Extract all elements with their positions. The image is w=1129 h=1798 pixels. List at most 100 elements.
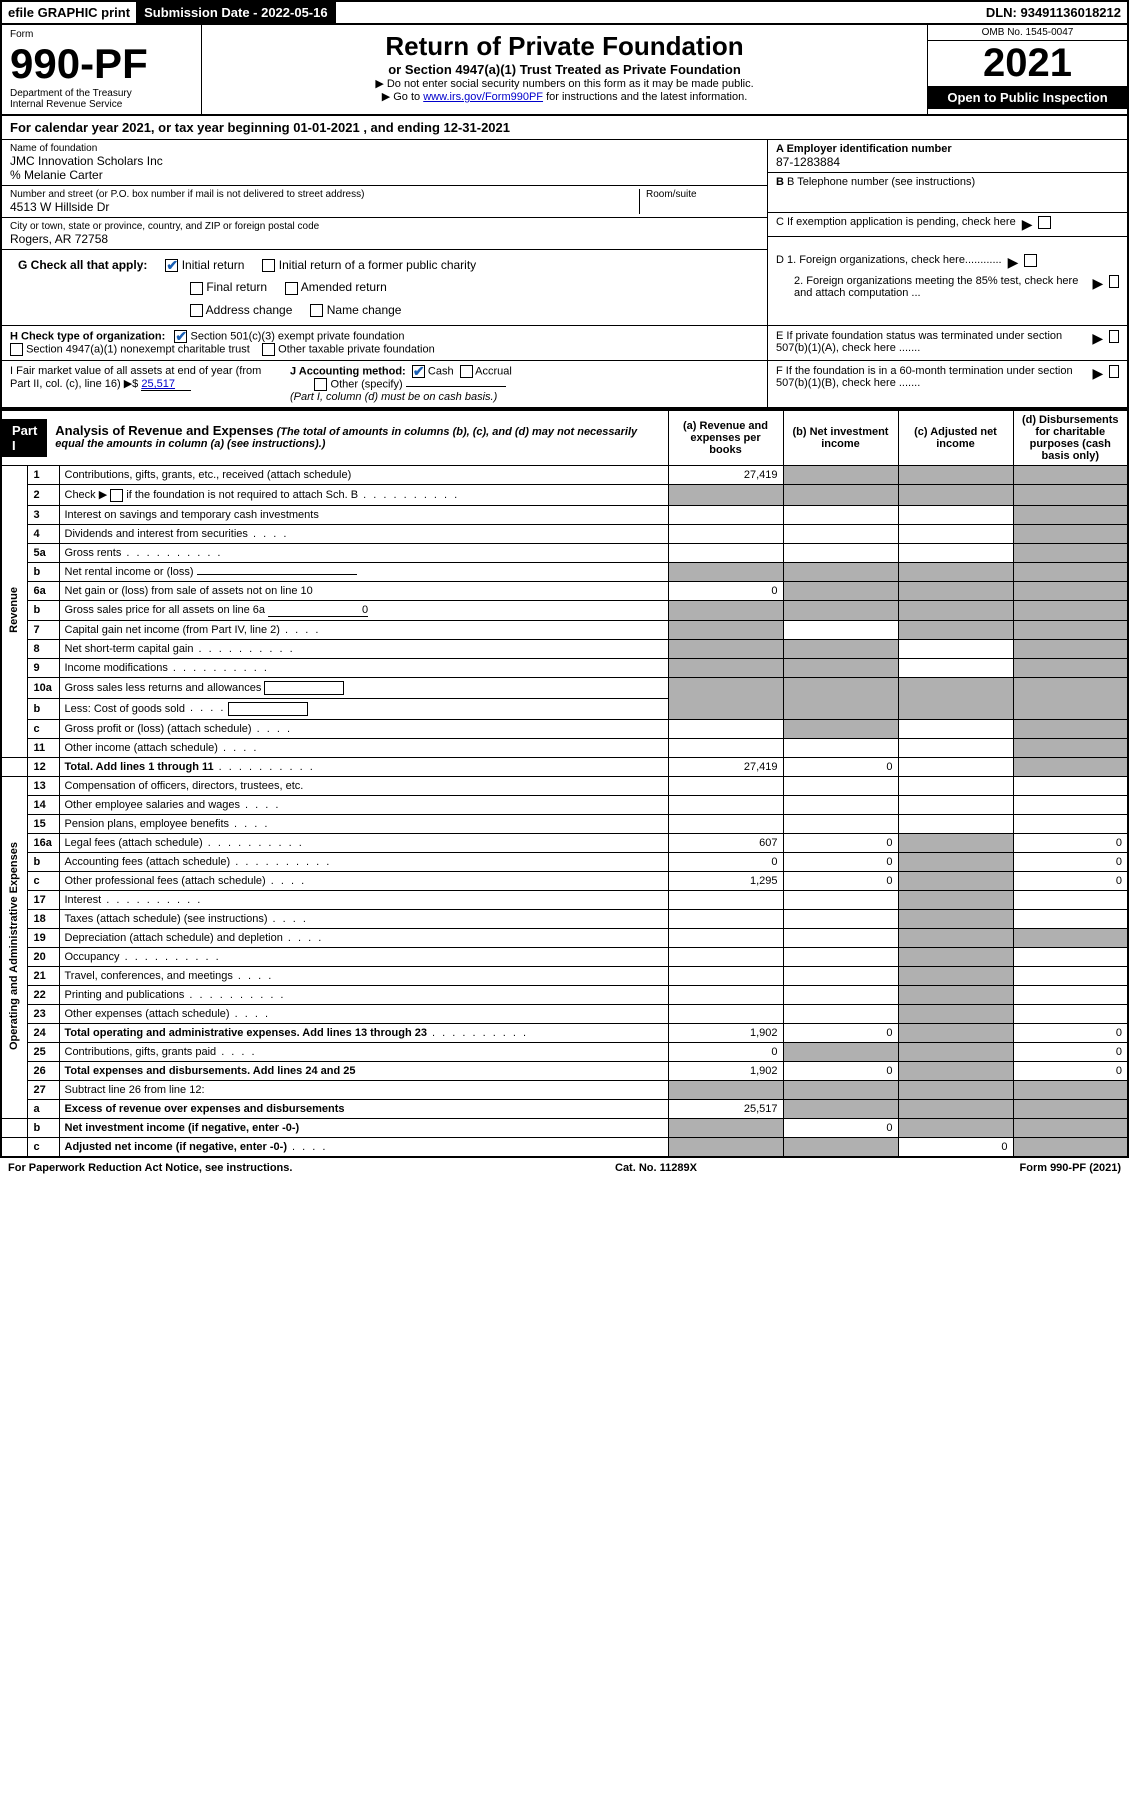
cell-value	[783, 890, 898, 909]
form-title: Return of Private Foundation	[208, 31, 921, 62]
initial-return-checkbox[interactable]	[165, 259, 178, 272]
instr-post: for instructions and the latest informat…	[543, 91, 747, 103]
table-row: c Gross profit or (loss) (attach schedul…	[1, 719, 1128, 738]
l12-desc: Total. Add lines 1 through 11	[65, 761, 214, 773]
cell-shaded	[1013, 658, 1128, 677]
table-row: b Accounting fees (attach schedule) 000	[1, 852, 1128, 871]
l24-desc: Total operating and administrative expen…	[65, 1027, 427, 1039]
l16c-desc: Other professional fees (attach schedule…	[65, 875, 266, 887]
cell-value	[783, 947, 898, 966]
f-checkbox[interactable]	[1109, 365, 1119, 378]
schb-checkbox[interactable]	[110, 489, 123, 502]
cell-value	[783, 524, 898, 543]
cell-shaded	[783, 1137, 898, 1157]
i-value[interactable]: 25,517	[141, 378, 191, 391]
form-instr1: ▶ Do not enter social security numbers o…	[208, 77, 921, 90]
col-b-header: (b) Net investment income	[783, 410, 898, 466]
d1-checkbox[interactable]	[1024, 254, 1037, 267]
l16a-desc: Legal fees (attach schedule)	[65, 837, 203, 849]
addr-change-checkbox[interactable]	[190, 304, 203, 317]
cell-shaded	[783, 677, 898, 719]
cell-value	[783, 1004, 898, 1023]
cell-shaded	[1013, 581, 1128, 600]
amended-checkbox[interactable]	[285, 282, 298, 295]
pending-label: C If exemption application is pending, c…	[776, 216, 1016, 228]
line-no: 15	[27, 814, 59, 833]
line-no: 19	[27, 928, 59, 947]
l18-desc: Taxes (attach schedule) (see instruction…	[65, 913, 268, 925]
table-row: a Excess of revenue over expenses and di…	[1, 1099, 1128, 1118]
j-accrual-checkbox[interactable]	[460, 365, 473, 378]
ein-label: A Employer identification number	[776, 143, 1119, 155]
name-change-checkbox[interactable]	[310, 304, 323, 317]
cell-value: 0	[1013, 871, 1128, 890]
cell-value	[668, 719, 783, 738]
cell-value	[783, 738, 898, 757]
line-desc: Gross sales less returns and allowances	[59, 677, 668, 698]
line-no: 14	[27, 795, 59, 814]
final-return-checkbox[interactable]	[190, 282, 203, 295]
line-desc: Gross profit or (loss) (attach schedule)	[59, 719, 668, 738]
cell-shaded	[898, 620, 1013, 639]
j-cash-checkbox[interactable]	[412, 365, 425, 378]
cell-shaded	[898, 890, 1013, 909]
l25-desc: Contributions, gifts, grants paid	[65, 1046, 217, 1058]
line-no: 26	[27, 1061, 59, 1080]
j-other-checkbox[interactable]	[314, 378, 327, 391]
table-row: 27 Subtract line 26 from line 12:	[1, 1080, 1128, 1099]
cell-value	[898, 795, 1013, 814]
cell-shaded	[898, 600, 1013, 620]
h-4947-checkbox[interactable]	[10, 343, 23, 356]
arrow-icon: ▶	[1092, 330, 1103, 347]
l5b-desc: Net rental income or (loss)	[65, 566, 194, 578]
cell-value	[898, 738, 1013, 757]
e-checkbox[interactable]	[1109, 330, 1119, 343]
h-other-checkbox[interactable]	[262, 343, 275, 356]
irs-link[interactable]: www.irs.gov/Form990PF	[423, 91, 543, 103]
cell-value	[668, 814, 783, 833]
table-row: 21 Travel, conferences, and meetings	[1, 966, 1128, 985]
pending-checkbox[interactable]	[1038, 216, 1051, 229]
cell-value	[1013, 985, 1128, 1004]
d2-checkbox[interactable]	[1109, 275, 1119, 288]
h-501c3-checkbox[interactable]	[174, 330, 187, 343]
addr-label: Number and street (or P.O. box number if…	[10, 189, 639, 200]
line-no: 24	[27, 1023, 59, 1042]
l2-post: if the foundation is not required to att…	[123, 489, 358, 501]
line-desc: Other professional fees (attach schedule…	[59, 871, 668, 890]
form-number: 990-PF	[10, 40, 193, 88]
amended-label: Amended return	[301, 280, 387, 294]
cell-value	[898, 757, 1013, 776]
ein-value: 87-1283884	[776, 155, 1119, 169]
line-desc: Less: Cost of goods sold	[59, 698, 668, 719]
table-row: 9 Income modifications	[1, 658, 1128, 677]
line-desc: Occupancy	[59, 947, 668, 966]
col-d-header: (d) Disbursements for charitable purpose…	[1013, 410, 1128, 466]
part1-label: Part I	[2, 419, 47, 457]
initial-former-checkbox[interactable]	[262, 259, 275, 272]
final-return-label: Final return	[206, 280, 267, 294]
cell-value	[1013, 966, 1128, 985]
cell-value: 0	[898, 1137, 1013, 1157]
l10b-desc: Less: Cost of goods sold	[65, 702, 185, 714]
line-no: 21	[27, 966, 59, 985]
line-desc: Dividends and interest from securities	[59, 524, 668, 543]
arrow-icon: ▶	[1008, 254, 1019, 271]
cell-shaded	[783, 484, 898, 505]
cell-shaded	[668, 1137, 783, 1157]
cell-value	[668, 966, 783, 985]
l6b-desc: Gross sales price for all assets on line…	[65, 604, 266, 616]
cell-value	[898, 543, 1013, 562]
cell-value	[668, 985, 783, 1004]
name-label: Name of foundation	[10, 143, 759, 154]
care-of: % Melanie Carter	[10, 168, 759, 182]
cell-shaded	[668, 484, 783, 505]
cell-shaded	[898, 465, 1013, 484]
line-no: 3	[27, 505, 59, 524]
cell-value	[783, 966, 898, 985]
line-desc: Net short-term capital gain	[59, 639, 668, 658]
city-state-zip: Rogers, AR 72758	[10, 232, 759, 246]
line-no: b	[27, 852, 59, 871]
org-info: Name of foundation JMC Innovation Schola…	[0, 140, 1129, 250]
cell-shaded	[668, 600, 783, 620]
